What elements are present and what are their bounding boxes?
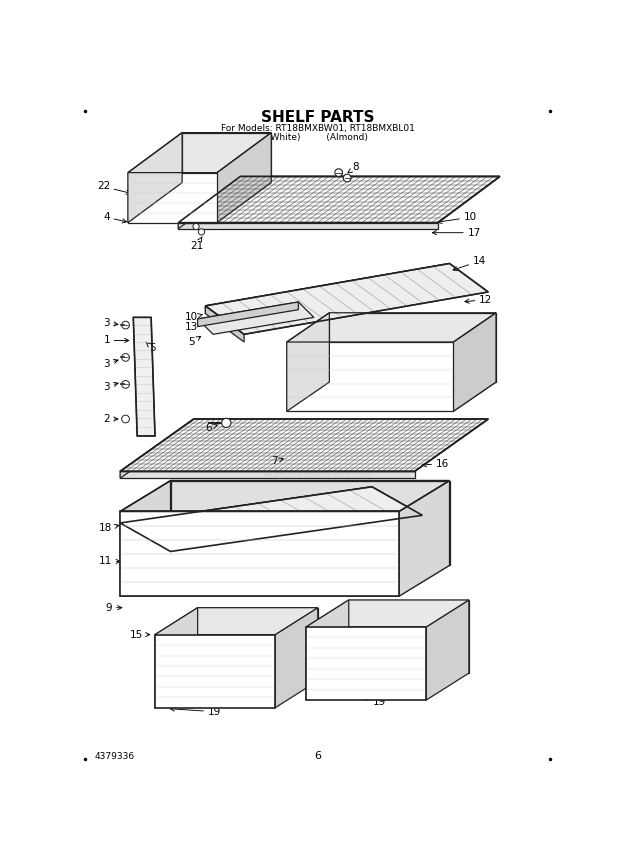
Text: 19: 19	[348, 696, 386, 708]
Text: 14: 14	[453, 257, 486, 270]
Polygon shape	[306, 627, 427, 700]
Polygon shape	[179, 223, 438, 229]
Polygon shape	[329, 313, 496, 382]
Polygon shape	[120, 566, 450, 596]
Text: 6: 6	[205, 424, 218, 433]
Polygon shape	[306, 600, 348, 700]
Text: 10: 10	[438, 213, 477, 224]
Text: 10: 10	[185, 313, 202, 322]
Text: 5: 5	[146, 342, 156, 353]
Polygon shape	[399, 480, 450, 596]
Text: 9: 9	[106, 603, 122, 613]
Polygon shape	[286, 342, 453, 412]
Text: (White)         (Almond): (White) (Almond)	[267, 133, 368, 142]
Circle shape	[335, 169, 342, 177]
Text: 6: 6	[314, 752, 321, 761]
Polygon shape	[120, 419, 193, 479]
Polygon shape	[128, 183, 272, 223]
Text: 22: 22	[97, 182, 130, 195]
Circle shape	[122, 354, 130, 362]
Text: eReplacementParts.com: eReplacementParts.com	[263, 471, 373, 480]
Polygon shape	[198, 302, 298, 326]
Text: 4379336: 4379336	[94, 752, 135, 761]
Polygon shape	[198, 608, 317, 681]
Circle shape	[198, 229, 205, 235]
Text: 4: 4	[104, 213, 126, 223]
Text: 7: 7	[271, 456, 283, 467]
Polygon shape	[286, 382, 496, 412]
Polygon shape	[205, 263, 489, 334]
Polygon shape	[198, 302, 314, 334]
Polygon shape	[205, 263, 450, 313]
Polygon shape	[275, 608, 317, 708]
Circle shape	[222, 418, 231, 428]
Text: 3: 3	[104, 381, 118, 392]
Polygon shape	[120, 471, 415, 479]
Circle shape	[122, 321, 130, 329]
Text: 11: 11	[99, 556, 120, 567]
Text: 15: 15	[130, 629, 149, 640]
Polygon shape	[179, 177, 500, 223]
Polygon shape	[427, 600, 469, 700]
Circle shape	[193, 224, 199, 230]
Polygon shape	[170, 480, 450, 566]
Polygon shape	[286, 313, 329, 412]
Polygon shape	[120, 480, 170, 596]
Polygon shape	[120, 511, 399, 596]
Text: 13: 13	[184, 322, 202, 331]
Polygon shape	[348, 600, 469, 673]
Polygon shape	[453, 313, 496, 412]
Polygon shape	[306, 600, 469, 627]
Text: 5: 5	[188, 337, 201, 347]
Polygon shape	[120, 486, 422, 551]
Text: 19: 19	[170, 707, 221, 716]
Text: 18: 18	[99, 523, 119, 533]
Text: 17: 17	[432, 227, 480, 238]
Polygon shape	[128, 133, 182, 223]
Text: SHELF PARTS: SHELF PARTS	[261, 109, 374, 125]
Circle shape	[122, 381, 130, 388]
Text: 21: 21	[190, 237, 203, 251]
Polygon shape	[217, 133, 272, 223]
Text: 1: 1	[104, 336, 129, 345]
Circle shape	[343, 174, 351, 182]
Polygon shape	[155, 608, 198, 708]
Circle shape	[122, 415, 130, 423]
Polygon shape	[205, 306, 244, 342]
Polygon shape	[120, 486, 372, 530]
Text: 3: 3	[104, 318, 118, 328]
Polygon shape	[179, 177, 241, 229]
Text: For Models: RT18BMXBW01, RT18BMXBL01: For Models: RT18BMXBW01, RT18BMXBL01	[221, 124, 415, 133]
Text: 2: 2	[104, 414, 118, 424]
Text: 3: 3	[104, 358, 118, 369]
Text: 8: 8	[348, 162, 359, 173]
Polygon shape	[155, 608, 317, 635]
Polygon shape	[128, 172, 217, 223]
Text: 20: 20	[430, 374, 453, 384]
Polygon shape	[182, 133, 272, 183]
Text: 16: 16	[422, 459, 449, 468]
Polygon shape	[120, 523, 170, 558]
Polygon shape	[133, 318, 155, 436]
Polygon shape	[155, 635, 275, 708]
Text: 12: 12	[465, 294, 492, 305]
Polygon shape	[120, 419, 489, 471]
